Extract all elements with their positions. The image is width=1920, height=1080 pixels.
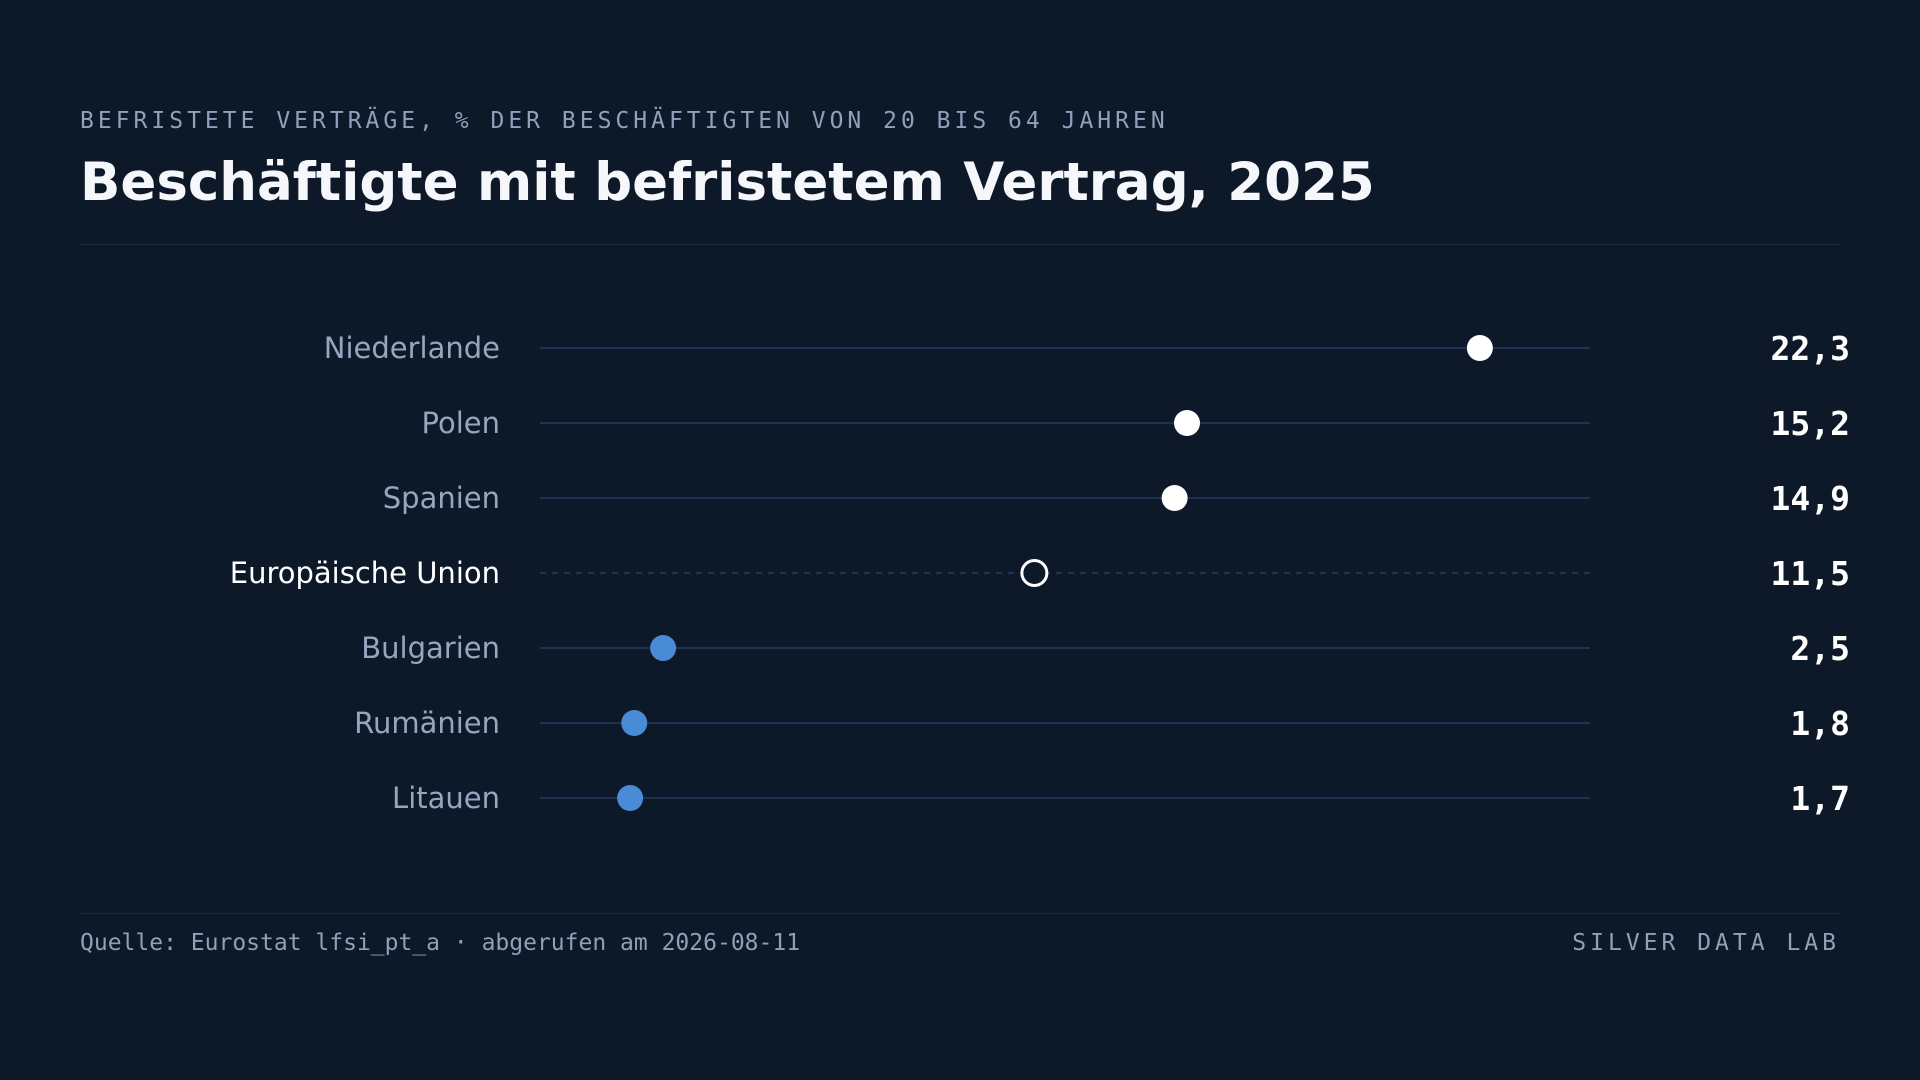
chart-kicker: BEFRISTETE VERTRÄGE, % DER BESCHÄFTIGTEN… (80, 108, 1169, 134)
reference-dot (1020, 559, 1049, 587)
value-label: 14,9 (1771, 479, 1850, 518)
category-label: Rumänien (354, 706, 500, 740)
category-label: Polen (422, 406, 500, 440)
category-label: Bulgarien (361, 631, 500, 665)
chart-title: Beschäftigte mit befristetem Vertrag, 20… (80, 152, 1375, 213)
value-label: 22,3 (1771, 329, 1850, 368)
data-dot (621, 710, 648, 736)
category-label: Europäische Union (230, 556, 500, 590)
source-note: Quelle: Eurostat lfsi_pt_a · abgerufen a… (80, 930, 801, 956)
data-dot (1174, 410, 1200, 436)
header-divider (80, 244, 1840, 245)
data-dot (617, 785, 644, 811)
data-dot (1161, 485, 1188, 511)
data-dot (1466, 335, 1493, 361)
footer-divider (80, 913, 1840, 914)
brand-label: SILVER DATA LAB (1572, 930, 1840, 956)
value-label: 1,7 (1790, 779, 1850, 818)
category-label: Spanien (383, 481, 500, 515)
category-label: Niederlande (324, 331, 500, 365)
value-label: 1,8 (1790, 704, 1850, 743)
category-label: Litauen (392, 781, 500, 815)
value-label: 15,2 (1771, 404, 1850, 443)
data-dot (650, 635, 677, 661)
value-label: 11,5 (1771, 554, 1850, 593)
value-label: 2,5 (1790, 629, 1850, 668)
